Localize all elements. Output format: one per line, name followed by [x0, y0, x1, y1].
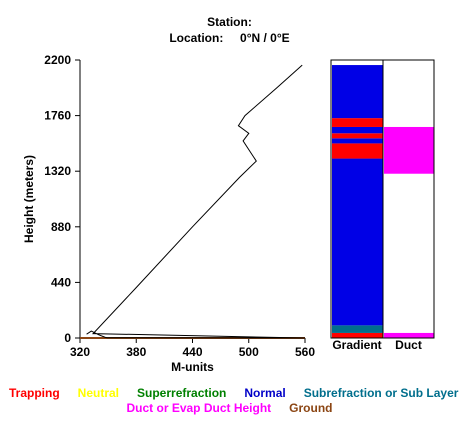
band-trapping — [332, 133, 383, 139]
band-trapping — [332, 143, 383, 159]
legend-item-neutral: Neutral — [77, 386, 120, 400]
legend-row: Duct or Evap Duct Height Ground — [0, 401, 459, 415]
band-duct-or-evap-duct-height — [384, 332, 434, 338]
band-normal — [332, 126, 383, 134]
column-duct: Duct — [382, 59, 435, 352]
y-tick-label: 2200 — [44, 53, 71, 67]
location-label: Location: — [169, 31, 224, 45]
band-subrefraction-or-sub-layer — [332, 325, 383, 333]
x-tick-label: 500 — [239, 345, 259, 359]
legend-item-trapping: Trapping — [9, 386, 60, 400]
band-normal — [332, 65, 383, 119]
band-trapping — [332, 118, 383, 127]
x-axis-title: M-units — [171, 360, 214, 374]
legend-item-duct-or-evap-duct-height: Duct or Evap Duct Height — [126, 401, 272, 415]
legend-item-ground: Ground — [289, 401, 333, 415]
column-label: Gradient — [332, 338, 381, 352]
x-tick-label: 320 — [70, 345, 90, 359]
y-tick-label: 1760 — [44, 109, 71, 123]
band-duct-or-evap-duct-height — [384, 126, 434, 174]
location-lon: 0°E — [270, 31, 290, 45]
m-unit-profile-line — [86, 64, 306, 339]
legend-item-normal: Normal — [244, 386, 286, 400]
column-border — [382, 59, 435, 339]
band-normal — [332, 138, 383, 144]
location-lat: 0°N / — [240, 31, 267, 45]
station-label: Station: — [207, 15, 252, 29]
y-tick-label: 1320 — [44, 164, 71, 178]
y-axis-title: Height (meters) — [22, 155, 36, 243]
column-gradient: Gradient — [330, 59, 384, 352]
station-header: Station: — [0, 15, 459, 29]
y-tick-label: 880 — [51, 220, 71, 234]
band-trapping — [332, 332, 383, 338]
legend-item-superrefraction: Superrefraction — [137, 386, 227, 400]
legend-row: Trapping Neutral Superrefraction Normal Subr… — [0, 386, 459, 400]
y-tick-label: 0 — [64, 331, 71, 345]
legend-item-subrefraction-or-sub-layer: Subrefraction or Sub Layer — [303, 386, 459, 400]
plot-area: 0 440 880 1320 1760 2200 320 380 440 500 560 M-unit… — [22, 53, 315, 374]
profile-columns: Gradient Duct — [330, 59, 435, 352]
column-label: Duct — [395, 338, 422, 352]
column-background — [383, 60, 434, 338]
x-tick-label: 440 — [182, 345, 202, 359]
x-tick-label: 380 — [126, 345, 146, 359]
band-normal — [332, 158, 383, 326]
location-header: Location: 0°N / 0°E — [0, 31, 459, 45]
y-tick-label: 440 — [51, 275, 71, 289]
x-tick-label: 560 — [295, 345, 315, 359]
